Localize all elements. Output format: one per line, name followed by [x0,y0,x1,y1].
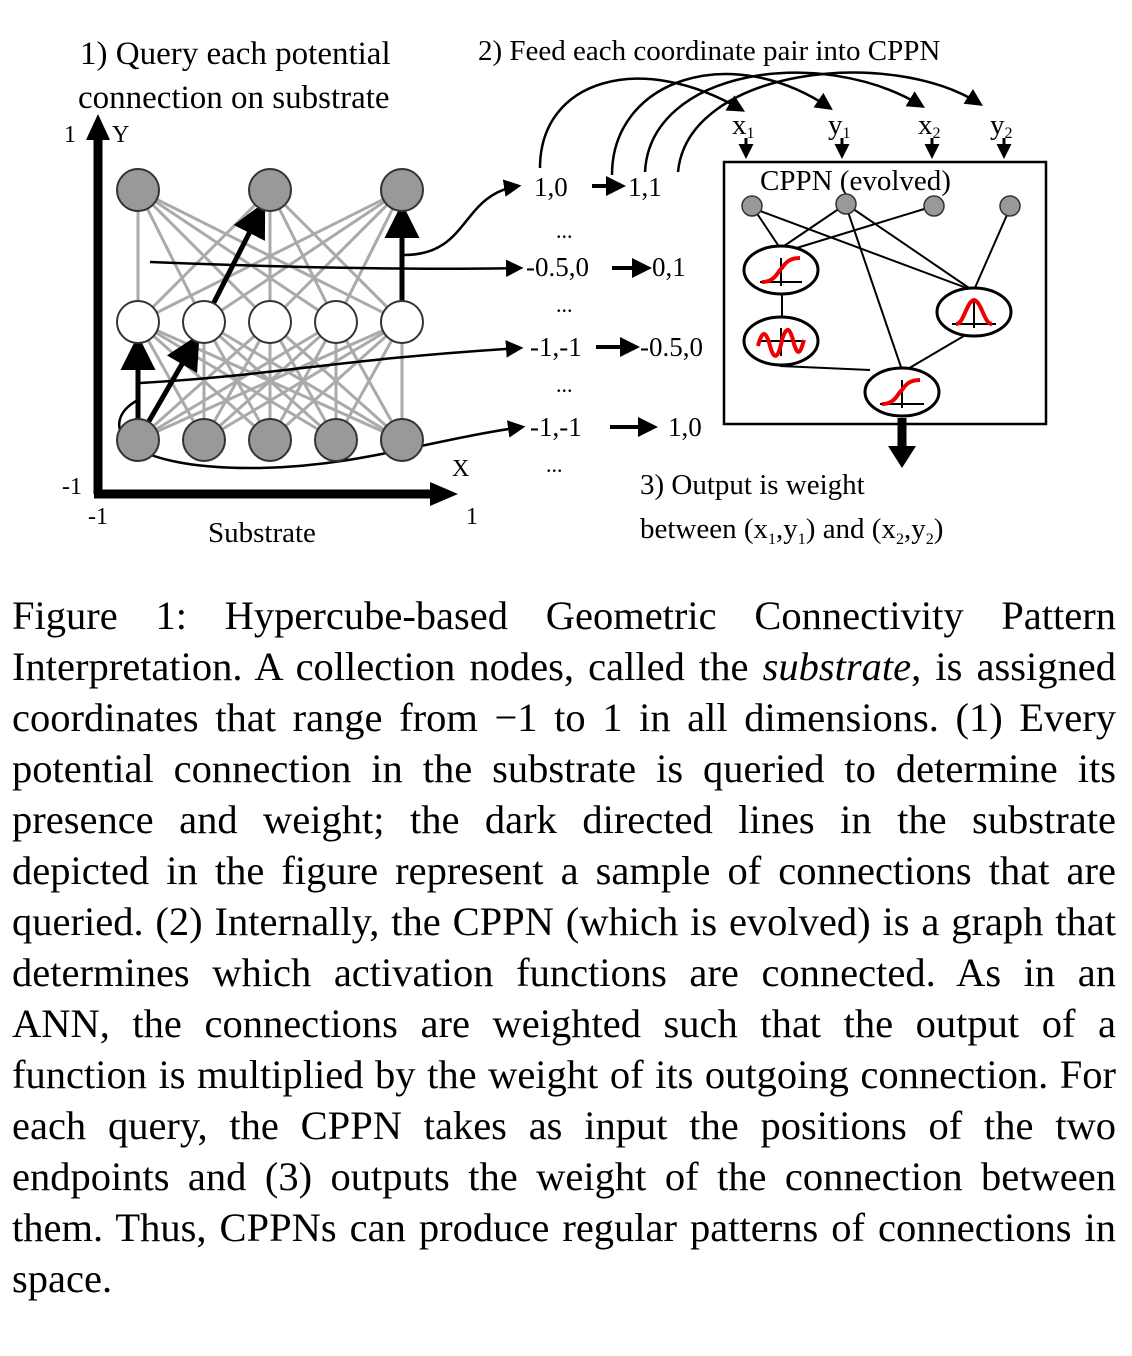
substrate-input-node [314,418,358,462]
hyperneat-figure: 1) Query each potential connection on su… [62,35,1048,549]
query-4-target: 1,0 [668,412,702,442]
input-y1-label: y1 [828,109,851,142]
caption-lead: Figure 1: Hypercube-based Geometric Conn… [12,593,1116,689]
dots: ... [556,218,573,243]
query-4-source: -1,-1 [530,412,582,442]
step3-label-line2: between (x1,y1) and (x2,y2) [640,513,943,548]
substrate-output-node [380,168,424,212]
substrate-input-node [248,418,292,462]
caption-emphasis: substrate [762,644,912,689]
dots: ... [556,292,573,317]
query-1-source: 1,0 [534,172,568,202]
cppn-box [722,160,1048,426]
y-tick-bottom: -1 [62,474,82,500]
substrate-label: Substrate [208,517,316,549]
substrate-output-node [248,168,292,212]
caption-body: , is assigned coordinates that range fro… [12,644,1116,1301]
substrate-hidden-node [314,300,358,344]
activation-sigmoid-node-1 [742,244,820,296]
cppn-inputs: x1 y1 x2 y2 [732,109,1013,159]
step2-label: 2) Feed each coordinate pair into CPPN [478,35,940,67]
query-3-target: -0.5,0 [640,332,703,362]
x-tick-right: 1 [466,504,478,530]
substrate-hidden-node [248,300,292,344]
output-arrow [888,418,916,468]
input-x1-label: x1 [732,109,755,142]
substrate-hidden-node [182,300,226,344]
cppn-input-nodes [741,193,1021,217]
substrate-nodes [116,168,424,462]
y-axis-label: Y [112,122,129,148]
query-1-target: 1,1 [628,172,662,202]
input-arcs [538,71,983,176]
substrate-output-node [116,168,160,212]
cppn-title: CPPN (evolved) [760,165,951,197]
substrate-hidden-node [380,300,424,344]
cppn-edges [751,203,1011,371]
x-tick-left: -1 [88,504,108,530]
step3-label-line1: 3) Output is weight [640,469,865,501]
substrate-input-node [116,418,160,462]
substrate-input-node [182,418,226,462]
dots: ... [556,372,573,397]
query-curves [118,179,526,470]
query-list: 1,0 1,1 ... -0.5,0 0,1 ... -1,-1 -0.5,0 … [526,172,703,477]
input-x2-label: x2 [918,109,941,142]
substrate-input-node [380,418,424,462]
activation-sine-node [742,315,820,367]
substrate-hidden-node [116,300,160,344]
query-3-source: -1,-1 [530,332,582,362]
step1-label-line1: 1) Query each potential [80,36,391,72]
query-2-target: 0,1 [652,252,686,282]
input-y2-label: y2 [990,109,1013,142]
dots: ... [546,452,563,477]
y-tick-top: 1 [64,122,76,148]
figure-caption: Figure 1: Hypercube-based Geometric Conn… [12,590,1116,1304]
activation-gaussian-node [935,286,1013,338]
step1-label-line2: connection on substrate [78,80,390,116]
x-axis-label: X [452,456,469,482]
activation-sigmoid-output-node [863,366,941,418]
query-2-source: -0.5,0 [526,252,589,282]
substrate-axes [86,114,458,506]
